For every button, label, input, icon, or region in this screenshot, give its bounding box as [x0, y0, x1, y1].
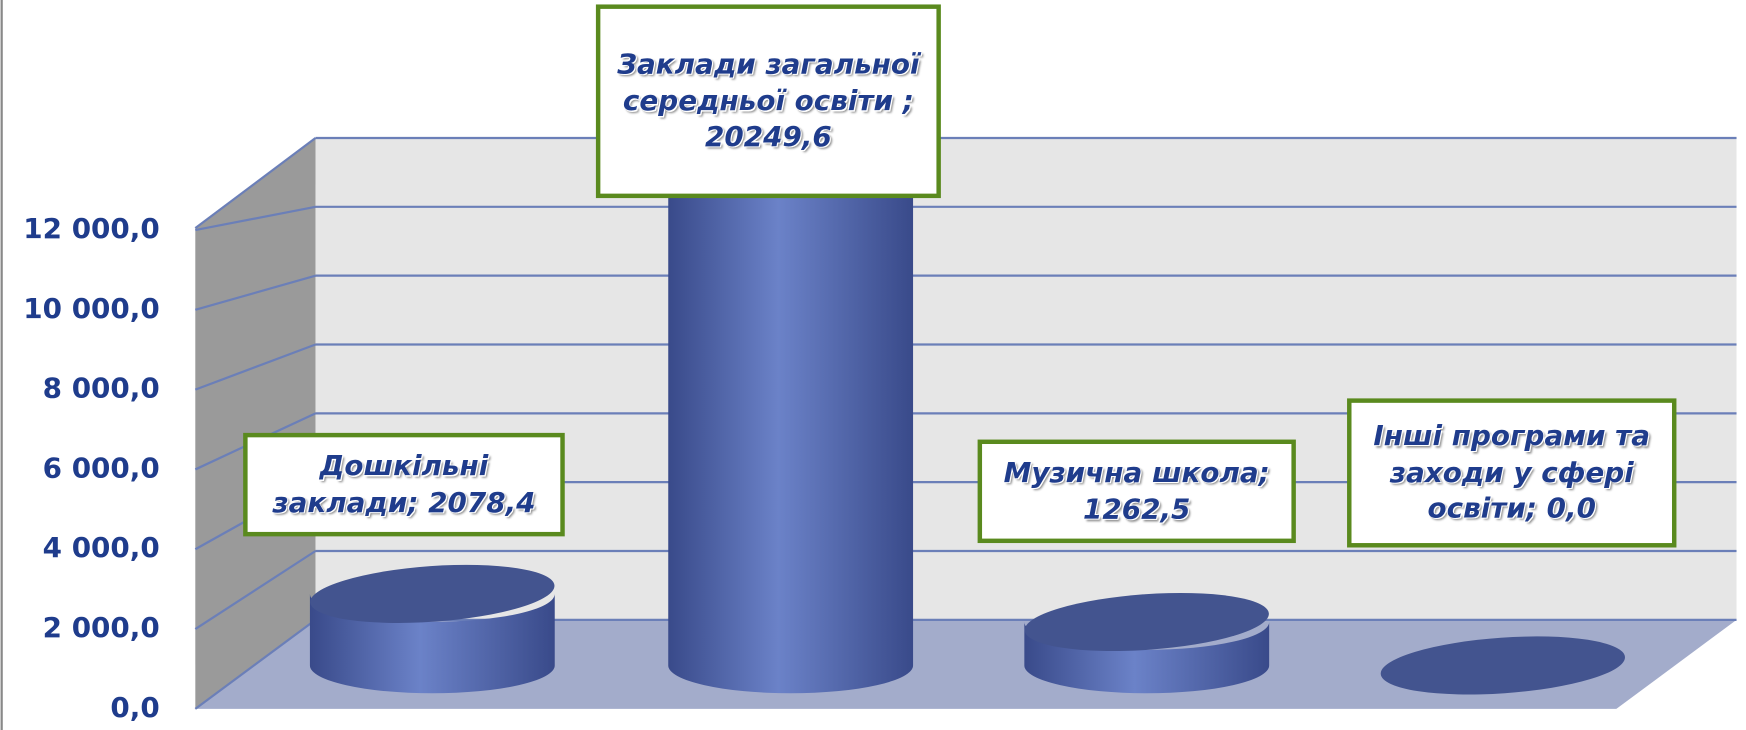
y-tick-label: 2 000,0	[43, 611, 160, 644]
cylinder-top	[667, 0, 915, 5]
data-label-area: Інші програми та заходи у сфері освіти; …	[1373, 419, 1651, 525]
data-label-area: Музична школа; 1262,5	[1003, 456, 1270, 525]
cylinder-top	[1024, 592, 1269, 652]
data-label-area: Заклади загальної середньої освіти ; 202…	[617, 48, 920, 153]
y-tick-label: 6 000,0	[43, 451, 160, 484]
cylinder-top	[1380, 636, 1625, 695]
data-label-box	[595, 4, 941, 199]
grid-line	[194, 274, 316, 311]
y-tick-label: 0,0	[110, 691, 159, 724]
cylinder	[1024, 622, 1270, 694]
data-label-box	[243, 432, 565, 537]
data-label: Інші програми та заходи у сфері освіти; …	[1373, 419, 1651, 525]
grid-line	[194, 550, 317, 630]
side-wall	[195, 137, 316, 709]
data-label: Дошкільні заклади; 2078,4	[272, 449, 536, 519]
data-label-area: Дошкільні заклади; 2078,4	[272, 449, 536, 519]
data-label-box	[1347, 398, 1677, 548]
data-label-box	[977, 439, 1296, 544]
cylinder-top	[310, 564, 555, 623]
grid-line	[194, 618, 317, 710]
floor	[195, 619, 1737, 709]
y-tick-label: 10 000,0	[23, 292, 159, 325]
grid-line	[195, 205, 316, 232]
y-tick-label: 4 000,0	[43, 531, 160, 564]
y-tick-label: 12 000,0	[23, 212, 159, 245]
data-label: Музична школа; 1262,5	[1003, 456, 1270, 525]
back-wall	[315, 137, 1737, 620]
y-tick-label: 8 000,0	[43, 372, 160, 405]
grid-line	[194, 343, 316, 391]
wall-top	[194, 137, 317, 230]
data-label: Заклади загальної середньої освіти ; 202…	[617, 48, 920, 153]
cylinder	[668, 137, 914, 694]
